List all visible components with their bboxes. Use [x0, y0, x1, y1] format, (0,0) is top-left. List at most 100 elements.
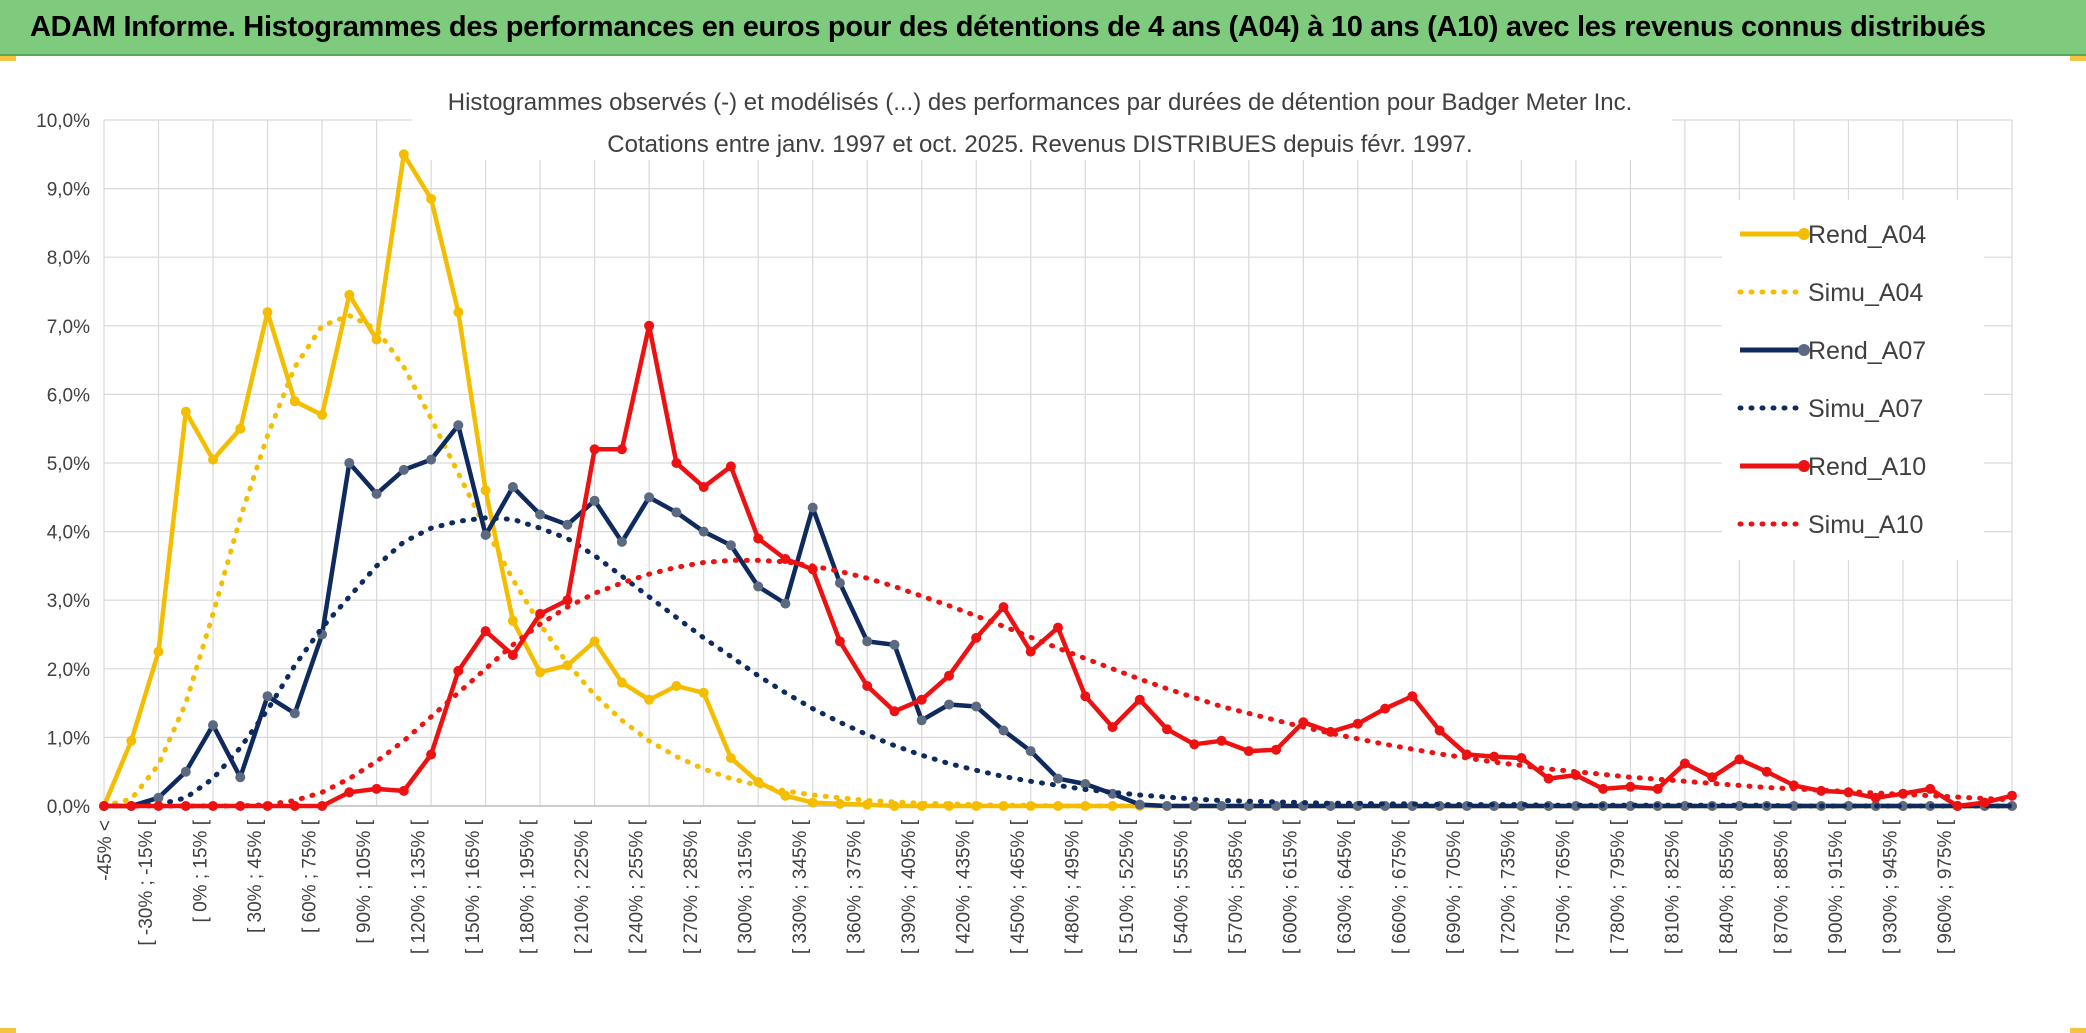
data-point: [1516, 753, 1527, 763]
series-lines: [99, 149, 2017, 811]
data-point: [1679, 801, 1690, 811]
legend-label: Simu_A10: [1808, 511, 1923, 539]
data-point: [453, 307, 464, 318]
y-tick-label: 10,0%: [36, 111, 90, 132]
y-tick-label: 2,0%: [47, 660, 90, 681]
data-point: [153, 792, 164, 803]
legend-label: Simu_A04: [1808, 279, 1923, 307]
legend-marker: [1798, 228, 1810, 240]
x-tick-label: [ 630% ; 645% [: [1335, 819, 1356, 954]
x-tick-label: [ 30% ; 45% [: [245, 819, 266, 933]
data-point: [644, 694, 655, 705]
x-tick-label: [ 750% ; 765% [: [1553, 819, 1574, 954]
data-point: [344, 458, 355, 468]
data-point: [616, 677, 627, 688]
data-point: [535, 667, 546, 678]
y-tick-label: 3,0%: [47, 591, 90, 612]
legend-item-simu-a04: Simu_A04: [1737, 279, 1923, 307]
data-point: [1216, 735, 1227, 746]
data-point: [1407, 691, 1418, 702]
data-point: [1352, 718, 1363, 729]
data-point: [180, 406, 191, 417]
data-point: [589, 636, 600, 647]
data-point: [1080, 691, 1091, 702]
data-point: [616, 536, 627, 547]
series-line-simu-a07: [101, 515, 2015, 809]
y-tick-label: 6,0%: [47, 385, 90, 406]
data-point: [1053, 622, 1063, 633]
report-banner: ADAM Informe. Histogrammes des performan…: [0, 0, 2086, 56]
data-point: [944, 699, 954, 710]
data-point: [1271, 744, 1282, 755]
data-point: [1816, 785, 1827, 796]
x-tick-label: [ 870% ; 885% [: [1771, 819, 1792, 954]
legend-item-rend-a07: Rend_A07: [1740, 337, 1926, 365]
data-point: [289, 396, 300, 407]
data-point: [344, 289, 355, 300]
x-tick-label: [ 780% ; 795% [: [1608, 819, 1629, 954]
data-point: [289, 708, 300, 719]
data-point: [398, 149, 409, 160]
data-point: [862, 636, 873, 647]
data-point: [1707, 772, 1718, 783]
data-point: [562, 595, 573, 606]
data-point: [1489, 751, 1500, 762]
data-point: [1788, 801, 1799, 811]
data-point: [1543, 773, 1554, 784]
data-point: [834, 578, 845, 588]
x-tick-label: [ 690% ; 705% [: [1444, 819, 1465, 954]
x-tick-label: [ 540% ; 555% [: [1172, 819, 1193, 954]
data-point: [671, 458, 682, 468]
data-point: [1216, 801, 1227, 811]
data-point: [208, 454, 218, 465]
y-tick-label: 0,0%: [47, 797, 90, 818]
data-point: [180, 766, 191, 777]
data-point: [698, 482, 709, 492]
data-point: [1652, 783, 1663, 794]
data-point: [944, 670, 954, 681]
data-point: [589, 495, 600, 506]
data-point: [426, 749, 437, 760]
data-point: [780, 554, 791, 564]
x-tick-label: [ 300% ; 315% [: [736, 819, 757, 954]
data-point: [698, 687, 709, 698]
data-point: [562, 519, 573, 530]
x-tick-label: [ 600% ; 615% [: [1281, 819, 1302, 954]
data-point: [862, 681, 873, 691]
y-axis-ticks: 0,0% 1,0% 2,0% 3,0% 4,0% 5,0% 6,0% 7,0% 8,0% 9,0%…: [36, 111, 90, 818]
data-point: [1189, 801, 1200, 811]
data-point: [644, 320, 655, 331]
data-point: [1162, 724, 1172, 735]
legend-background: [1722, 200, 1984, 560]
data-point: [398, 785, 409, 796]
x-tick-label: [ 960% ; 975% [: [1935, 819, 1956, 954]
data-point: [780, 790, 791, 801]
data-point: [998, 725, 1009, 736]
data-point: [289, 801, 300, 811]
data-point: [1434, 725, 1445, 736]
data-point: [2007, 790, 2017, 801]
data-point: [426, 454, 437, 465]
data-point: [398, 464, 409, 475]
legend-label: Simu_A07: [1808, 395, 1923, 423]
series-line-simu-a10: [101, 557, 2015, 809]
data-point: [344, 787, 355, 798]
y-tick-label: 4,0%: [47, 523, 90, 544]
legend-label: Rend_A04: [1808, 221, 1926, 249]
data-point: [644, 492, 655, 503]
x-axis-ticks: -45% < [ -30% ; -15% [[ 0% ; 15% [[ 30% ;…: [95, 819, 1956, 954]
data-point: [1080, 801, 1091, 811]
data-point: [453, 420, 464, 431]
y-tick-label: 8,0%: [47, 248, 90, 269]
x-tick-label: [ 900% ; 915% [: [1826, 819, 1847, 954]
x-tick-label: [ 60% ; 75% [: [299, 819, 320, 933]
x-tick-label: [ 660% ; 675% [: [1390, 819, 1411, 954]
data-point: [807, 502, 818, 513]
legend-item-rend-a04: Rend_A04: [1740, 221, 1926, 249]
chart-subtitle: Cotations entre janv. 1997 et oct. 2025.…: [607, 131, 1472, 158]
data-point: [507, 650, 518, 661]
data-point: [1107, 722, 1118, 733]
data-point: [126, 735, 137, 746]
x-tick-label: [ 180% ; 195% [: [518, 819, 539, 954]
data-point: [480, 530, 491, 540]
